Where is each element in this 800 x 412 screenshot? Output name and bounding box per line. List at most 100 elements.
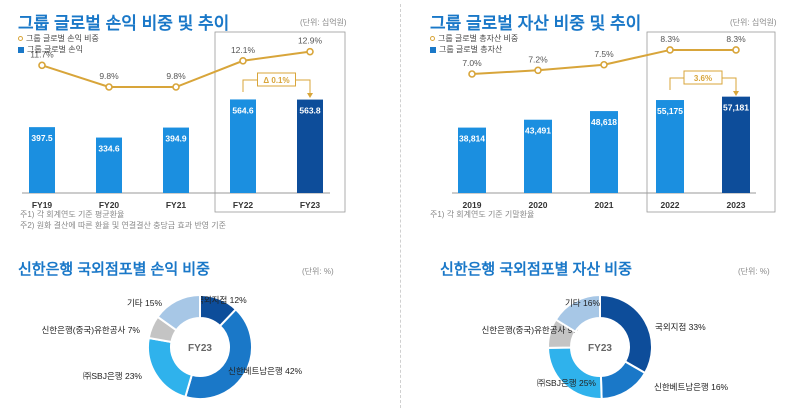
ratio-point [306, 47, 314, 56]
asset-mix-title: 신한은행 국외점포별 자산 비중 [440, 261, 632, 278]
x-tick-label: FY23 [300, 200, 321, 210]
ratio-point [600, 60, 608, 69]
x-tick-label: FY20 [99, 200, 120, 210]
ratio-legend-marker [430, 36, 435, 41]
bar-legend-marker [18, 46, 24, 53]
slice-label: 신한베트남은행 42% [228, 366, 303, 376]
bar [458, 127, 486, 193]
ratio-legend-label: 그룹 글로벌 손익 비중 [26, 34, 99, 43]
donut-slice [554, 293, 601, 334]
slice-label: 국외지점 12% [196, 295, 247, 305]
ratio-point [239, 56, 247, 65]
asset-trend-legend: 그룹 글로벌 총자산 비중 그룹 글로벌 총자산 [430, 33, 518, 55]
ratio-point [172, 83, 180, 91]
x-tick-label: 2022 [661, 200, 680, 210]
bar-value-label: 564.6 [232, 105, 254, 115]
bar-value-label: 57,181 [723, 103, 749, 113]
bar-value-label: 397.5 [31, 133, 53, 143]
profit-mix-title: 신한은행 국외점포별 손익 비중 [18, 261, 210, 278]
bar [96, 137, 122, 193]
profit-trend-chart: 397.5 FY19 334.6 FY20 394.9 FY21 564.6 FY22 563.… [22, 31, 346, 213]
ratio-point [666, 46, 674, 54]
ratio-value-label: 9.8% [99, 71, 119, 81]
donut-hole [172, 319, 228, 375]
ratio-value-label: 7.5% [594, 49, 614, 59]
panel-divider [400, 4, 401, 408]
bar-legend-marker [430, 46, 436, 53]
ratio-point [534, 66, 542, 75]
x-tick-label: FY19 [32, 200, 53, 210]
x-tick-label: 2019 [463, 200, 482, 210]
callout-arrow [307, 93, 313, 98]
profit-trend-title: 그룹 글로벌 손익 비중 및 추이 [18, 14, 230, 33]
ratio-value-label: 8.3% [660, 34, 680, 44]
x-tick-label: 2021 [595, 200, 614, 210]
bar [722, 96, 750, 193]
slice-label: 기타 16% [565, 298, 600, 308]
slice-label: ㈜SBJ은행 23% [83, 371, 143, 381]
donut-center-label: FY23 [188, 343, 212, 354]
slice-label: 신한베트남은행 16% [654, 382, 729, 392]
note-line: 주2) 원화 결산에 따른 환율 및 연결결산 충당금 효과 반영 기준 [20, 221, 226, 230]
bar-value-label: 394.9 [165, 134, 187, 144]
bar-value-label: 55,175 [657, 106, 683, 116]
donut-slice [156, 293, 201, 332]
asset-trend-chart: 38,814 2019 43,491 2020 48,618 2021 55,175 2022… [452, 31, 776, 213]
ratio-value-label: 8.3% [726, 34, 746, 44]
ratio-legend-label: 그룹 글로벌 총자산 비중 [438, 34, 519, 43]
slice-label: 신한은행(중국)유한공사 9% [481, 325, 580, 335]
profit-mix-unit: (단위: %) [302, 267, 334, 276]
callout-label: Δ 0.1% [263, 76, 289, 85]
donut-center-label: FY23 [588, 343, 612, 354]
bar [590, 111, 618, 193]
bar [297, 99, 323, 193]
callout-arrow [733, 91, 739, 96]
highlight-box [214, 31, 346, 213]
ratio-point [732, 46, 740, 54]
bar-value-label: 48,618 [591, 117, 617, 127]
profit-trend-notes: 주1) 각 회계연도 기준 평균환율 주2) 원화 결산에 따른 환율 및 연결… [20, 209, 226, 231]
profit-trend-legend: 그룹 글로벌 손익 비중 그룹 글로벌 손익 [18, 33, 99, 55]
callout-box [257, 72, 296, 87]
slice-label: 국외지점 33% [655, 322, 706, 332]
asset-mix-unit: (단위: %) [738, 267, 770, 276]
bar-value-label: 43,491 [525, 126, 551, 136]
profit-trend-unit: (단위: 십억원) [300, 18, 347, 27]
x-tick-label: 2023 [727, 200, 746, 210]
highlight-box [646, 31, 776, 213]
bar [230, 99, 256, 193]
bar-legend-label: 그룹 글로벌 손익 [27, 45, 83, 54]
asset-trend-unit: (단위: 십억원) [730, 18, 777, 27]
ratio-point [105, 83, 113, 91]
ratio-value-label: 11.7% [30, 49, 54, 59]
asset-trend-title: 그룹 글로벌 자산 비중 및 추이 [430, 14, 642, 33]
ratio-value-label: 12.9% [298, 36, 323, 46]
x-tick-label: 2020 [529, 200, 548, 210]
donut-slice [599, 293, 653, 375]
note-line: 주1) 각 회계연도 기준 기말환율 [430, 210, 535, 219]
x-tick-label: FY22 [233, 200, 254, 210]
bar-value-label: 334.6 [98, 144, 120, 154]
bar-value-label: 38,814 [459, 134, 485, 144]
ratio-point [468, 70, 476, 78]
ratio-point [38, 61, 46, 70]
ratio-legend-marker [18, 36, 23, 41]
bar-value-label: 563.8 [299, 106, 321, 116]
ratio-value-label: 7.0% [462, 58, 482, 68]
callout-box [683, 70, 723, 85]
bar [656, 100, 684, 193]
donut-slice [184, 307, 253, 400]
profit-mix-donut: 국외지점 12% 신한베트남은행 42% ㈜SBJ은행 23% 신한은행(중국)유한공… [41, 293, 303, 400]
bar-legend-label: 그룹 글로벌 총자산 [439, 45, 503, 54]
ratio-value-label: 7.2% [528, 54, 548, 64]
bar [163, 127, 189, 193]
bar [524, 119, 552, 193]
ratio-value-label: 9.8% [166, 71, 186, 81]
asset-mix-donut: 국외지점 33% 신한베트남은행 16% ㈜SBJ은행 25% 신한은행(중국)유한공… [481, 293, 729, 401]
ratio-value-label: 12.1% [231, 45, 256, 55]
note-line: 주1) 각 회계연도 기준 평균환율 [20, 210, 125, 219]
donut-hole [572, 319, 628, 375]
slice-label: 기타 15% [127, 298, 162, 308]
slice-label: ㈜SBJ은행 25% [537, 378, 597, 388]
slice-label: 신한은행(중국)유한공사 7% [41, 325, 140, 335]
